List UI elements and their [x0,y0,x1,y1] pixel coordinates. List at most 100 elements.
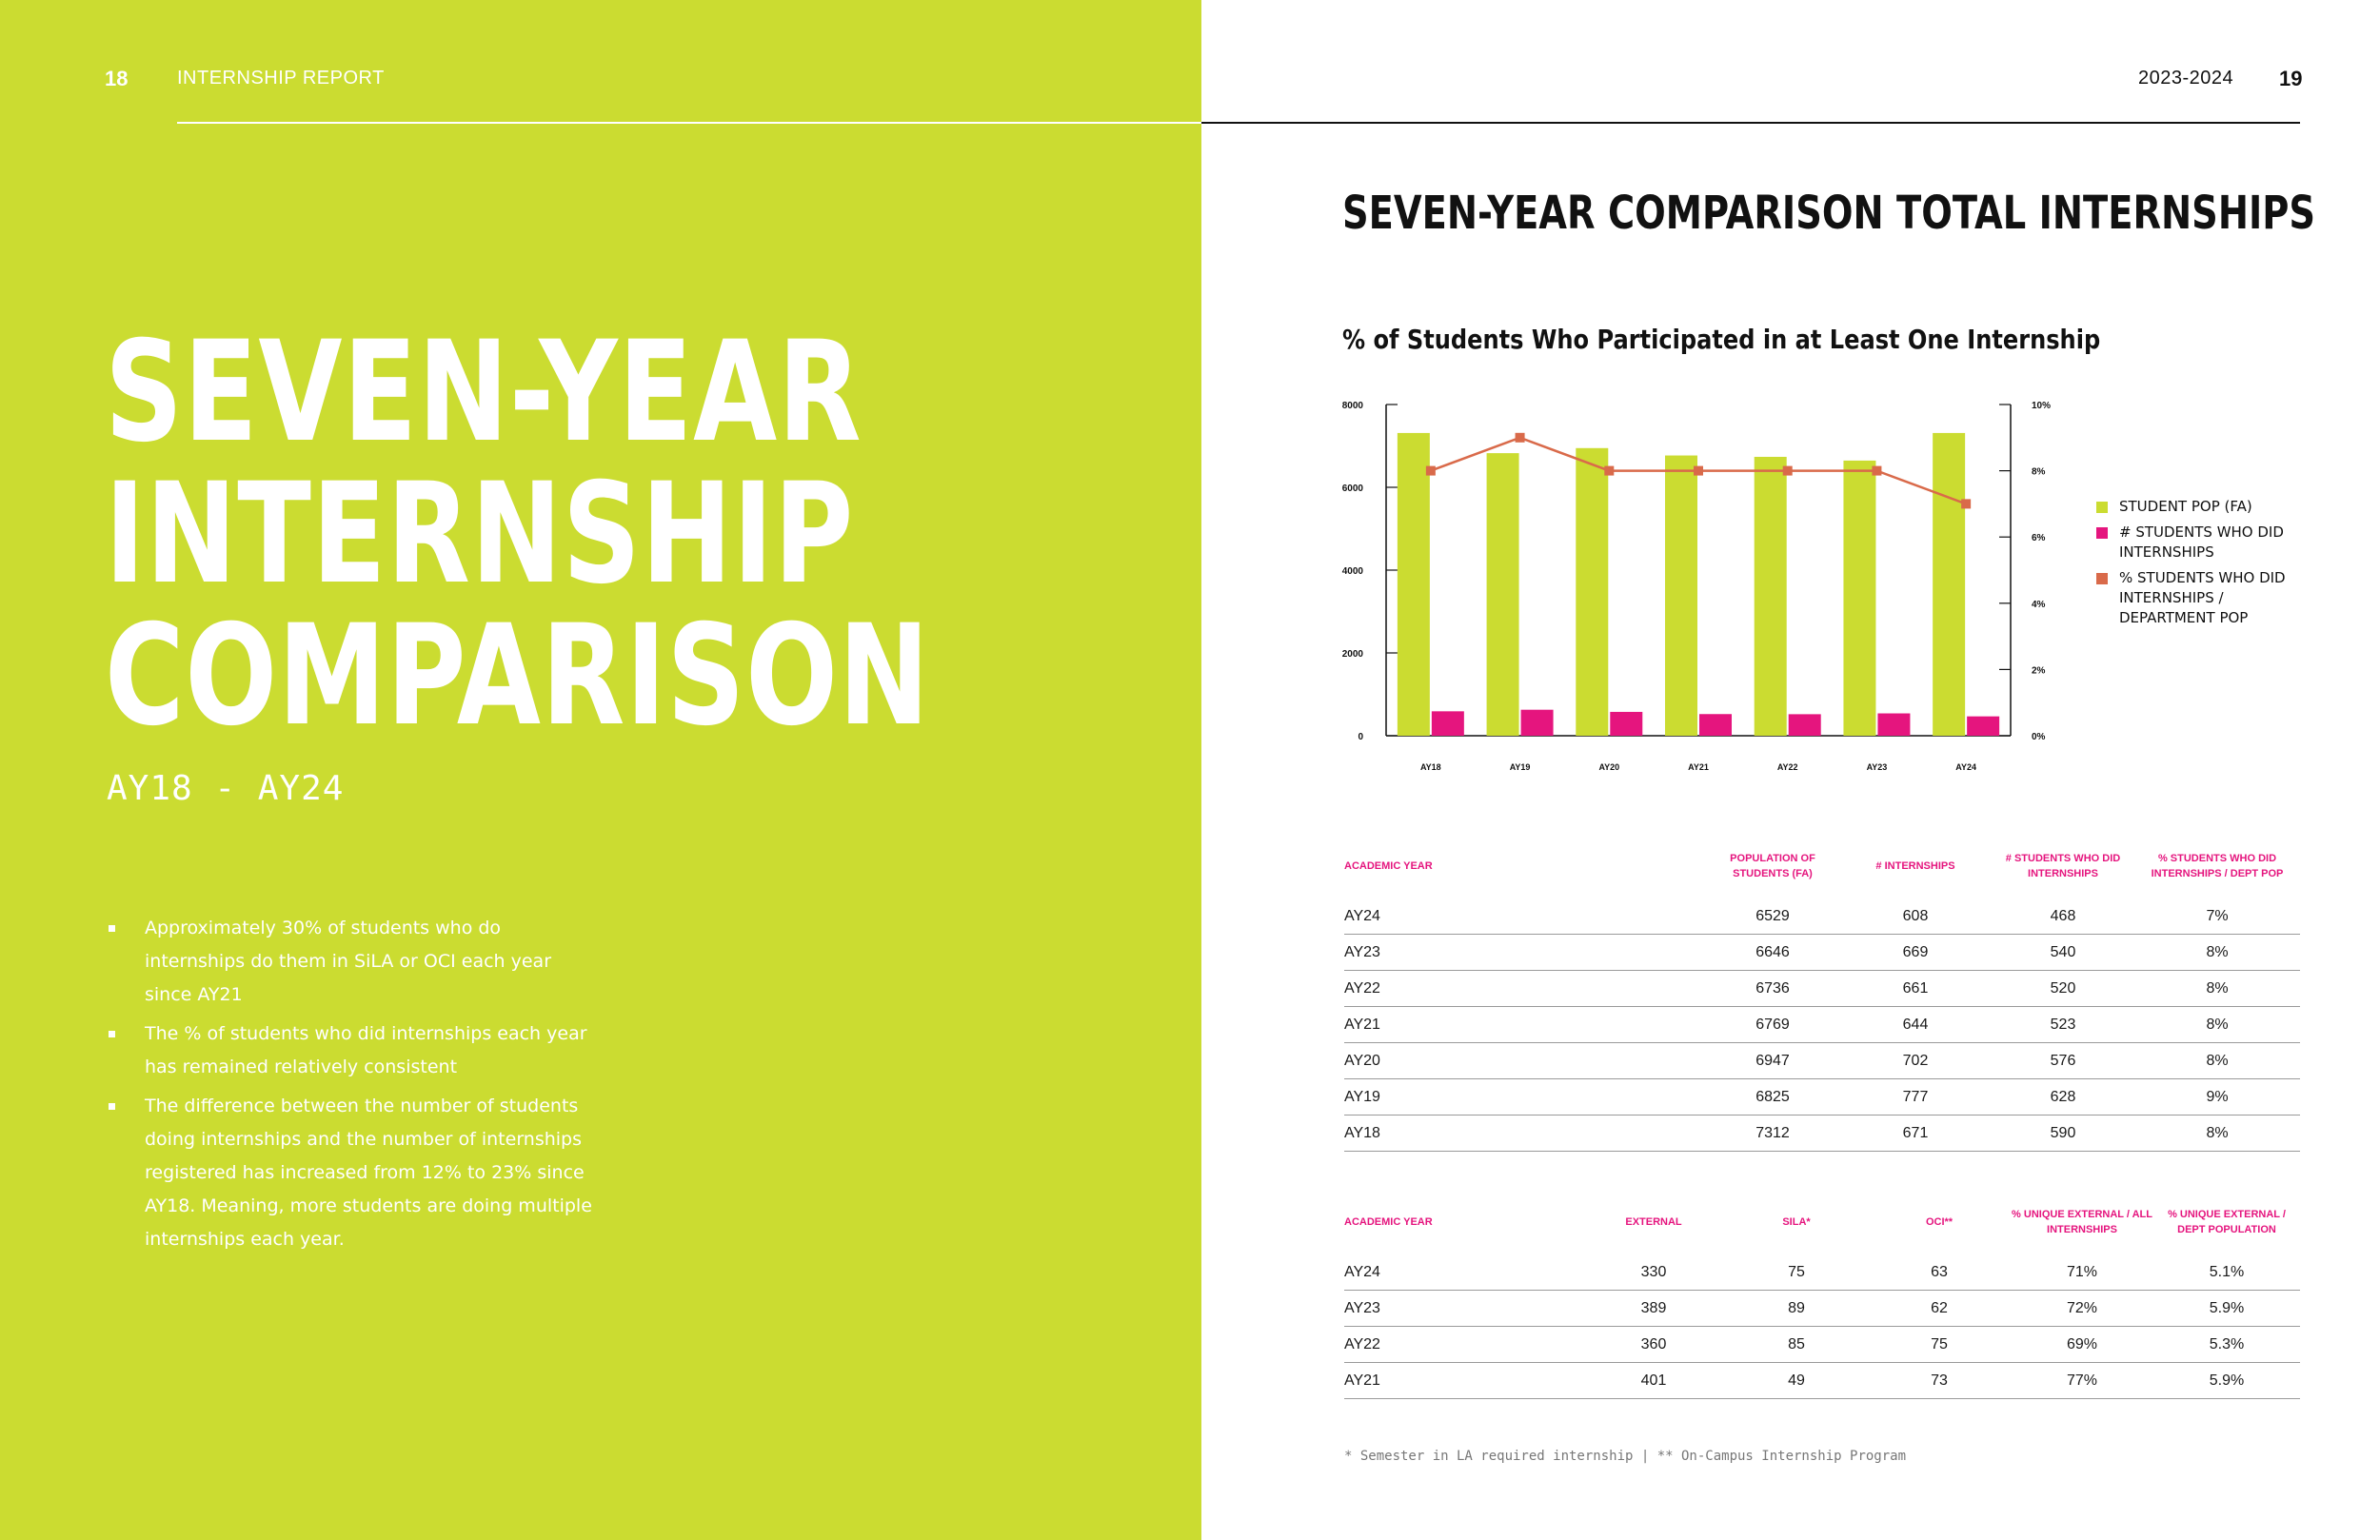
line-point [1782,465,1793,476]
bullet-square-icon [109,1103,115,1110]
bar-student-pop [1754,456,1787,736]
bar-student-pop [1665,455,1697,736]
y2-tick-label: 8% [2032,467,2046,478]
chart-legend: STUDENT POP (FA) # STUDENTS WHO DID INTE… [2096,497,2306,634]
table-row: AY20 6947 702 576 8% [1344,1042,2300,1079]
table-cell: 8% [2134,934,2300,971]
section-title: SEVEN-YEAR COMPARISON TOTAL INTERNSHIPS [1342,187,2316,240]
column-header: OCI** [1925,1216,1954,1228]
table-body: AY24 6529 608 468 7% AY23 6646 669 540 8% AY22 6736… [1344,898,2300,1152]
left-header-rule [177,122,1201,124]
x-tick-label: AY22 [1777,762,1798,772]
table-cell: 6646 [1706,934,1839,971]
legend-swatch [2096,527,2108,539]
bullet-item: Approximately 30% of students who do int… [107,912,602,1012]
x-tick-label: AY23 [1867,762,1888,772]
table-cell: 669 [1839,934,1992,971]
table-cell: 777 [1839,1078,1992,1116]
x-tick-label: AY18 [1420,762,1441,772]
y2-tick-label: 2% [2032,665,2046,676]
column-header: % STUDENTS WHO DID INTERNSHIPS / DEPT PO… [2151,853,2284,879]
chart-bars [1397,432,2000,736]
table-cell: AY19 [1344,1078,1706,1116]
title-line-2: INTERNSHIP [105,453,855,615]
bullet-item: The % of students who did internships ea… [107,1017,602,1084]
table-cell: AY24 [1344,1254,1582,1291]
column-header: # INTERNSHIPS [1875,860,1955,872]
bar-student-pop [1576,447,1609,736]
bullet-square-icon [109,925,115,932]
table-row: AY22 360 85 75 69% 5.3% [1344,1326,2300,1363]
chart-title: % of Students Who Participated in at Lea… [1342,324,2101,355]
table-cell: 6529 [1706,898,1839,935]
y2-tick-label: 10% [2032,401,2051,411]
right-header-rule [1201,122,2300,124]
table-cell: AY23 [1344,934,1706,971]
table-cell: 77% [2011,1362,2153,1399]
table-cell: 8% [2134,1042,2300,1079]
internship-combo-chart: 0 2000 4000 6000 8000 0% 2% 4% 6% 8% 10% AY18 AY19 AY… [1342,401,2051,772]
table-cell: 6947 [1706,1042,1839,1079]
bar-student-pop [1933,432,1966,736]
table-cell: 71% [2011,1254,2153,1291]
column-header: ACADEMIC YEAR [1344,1216,1433,1228]
line-point [1872,465,1882,476]
table-cell: AY21 [1344,1362,1582,1399]
table-cell: 5.1% [2153,1254,2300,1291]
bar-students-internships [1610,711,1643,736]
line-point [1694,465,1703,476]
column-header: EXTERNAL [1625,1216,1682,1228]
legend-item-percent-students: % STUDENTS WHO DID INTERNSHIPS / DEPARTM… [2096,568,2306,628]
y-tick-label: 4000 [1342,566,1364,577]
table-cell: 63 [1868,1254,2011,1291]
column-header: ACADEMIC YEAR [1344,860,1433,872]
y-tick-label: 2000 [1342,649,1364,660]
table-header-row: ACADEMIC YEAR POPULATION OF STUDENTS (FA… [1344,834,2300,898]
table-cell: 69% [2011,1326,2153,1363]
y2-tick-label: 6% [2032,533,2046,543]
table-row: AY24 330 75 63 71% 5.1% [1344,1254,2300,1291]
table-row: AY22 6736 661 520 8% [1344,970,2300,1007]
column-header: POPULATION OF STUDENTS (FA) [1730,853,1815,879]
table-cell: 576 [1992,1042,2134,1079]
y-tick-label: 0 [1358,732,1363,742]
internships-table: ACADEMIC YEAR POPULATION OF STUDENTS (FA… [1344,834,2300,1152]
table-cell: 5.3% [2153,1326,2300,1363]
table-cell: 523 [1992,1006,2134,1043]
table-row: AY23 6646 669 540 8% [1344,934,2300,971]
page-subtitle: AY18 - AY24 [107,769,345,808]
footnote: * Semester in LA required internship | *… [1344,1449,1907,1464]
table-cell: AY18 [1344,1115,1706,1152]
table-cell: 72% [2011,1290,2153,1327]
table-cell: 89 [1725,1290,1868,1327]
title-line-1: SEVEN-YEAR [105,311,863,473]
legend-item-students-internships: # STUDENTS WHO DID INTERNSHIPS [2096,523,2306,563]
table-cell: 7312 [1706,1115,1839,1152]
bar-students-internships [1788,714,1821,736]
bar-students-internships [1431,711,1464,736]
x-tick-label: AY21 [1688,762,1709,772]
table-cell: 7% [2134,898,2300,935]
external-internships-table: ACADEMIC YEAR EXTERNAL SILA* OCI** % UNI… [1344,1190,2300,1399]
table-cell: 401 [1582,1362,1725,1399]
legend-swatch [2096,573,2108,584]
table-cell: AY21 [1344,1006,1706,1043]
table-cell: 75 [1868,1326,2011,1363]
table-header-row: ACADEMIC YEAR EXTERNAL SILA* OCI** % UNI… [1344,1190,2300,1254]
table-cell: 590 [1992,1115,2134,1152]
column-header: % UNIQUE EXTERNAL / DEPT POPULATION [2168,1209,2286,1235]
table-cell: 73 [1868,1362,2011,1399]
table-cell: 644 [1839,1006,1992,1043]
line-point [1425,465,1436,476]
table-cell: 6825 [1706,1078,1839,1116]
table-cell: 8% [2134,1006,2300,1043]
table-row: AY23 389 89 62 72% 5.9% [1344,1290,2300,1327]
table-cell: 75 [1725,1254,1868,1291]
y2-tick-label: 0% [2032,732,2046,742]
line-point [1604,465,1615,476]
table-cell: 360 [1582,1326,1725,1363]
bar-student-pop [1843,460,1876,736]
bar-student-pop [1397,432,1430,736]
table-cell: AY23 [1344,1290,1582,1327]
y-tick-label: 8000 [1342,401,1364,411]
